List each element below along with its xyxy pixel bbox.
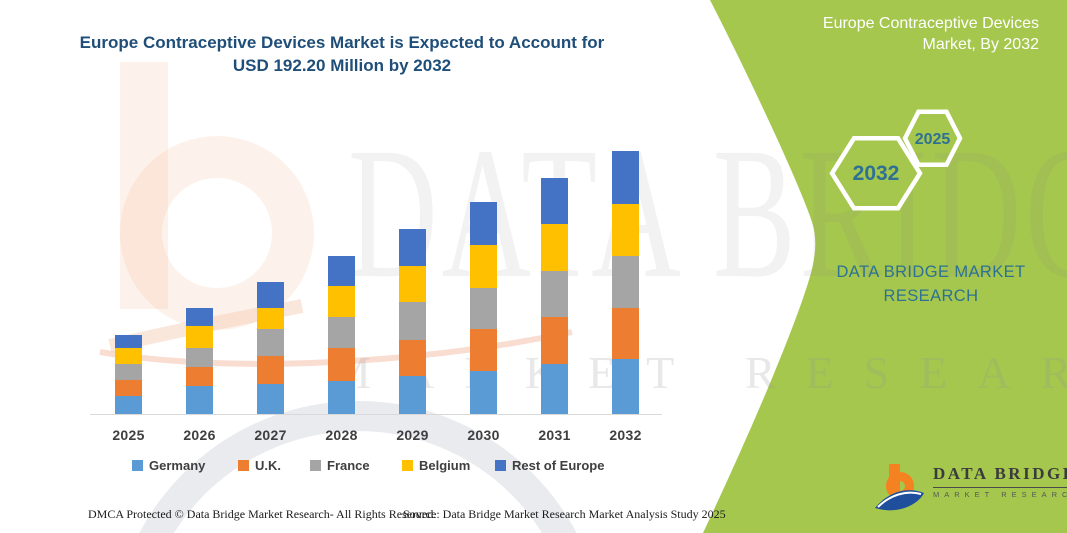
footer-copyright: DMCA Protected © Data Bridge Market Rese… — [88, 507, 437, 521]
bar-segment-france-2029 — [399, 302, 426, 340]
bar-segment-rest-of-europe-2027 — [257, 281, 284, 308]
side-panel-title-line2: Market, By 2032 — [922, 36, 1040, 53]
bar-segment-france-2031 — [541, 271, 568, 318]
side-panel-title-line1: Europe Contraceptive Devices — [822, 15, 1039, 32]
x-axis-label-2027: 2027 — [254, 427, 287, 443]
logo-tagline: MARKET RESEARCH — [933, 490, 1067, 499]
legend-label: Germany — [149, 458, 206, 473]
bar-segment-u-k--2027 — [257, 355, 284, 385]
legend-label: France — [327, 458, 370, 473]
watermark-circle-icon — [139, 401, 577, 533]
watermark-swoosh-icon — [99, 329, 573, 367]
bar-segment-rest-of-europe-2026 — [186, 308, 213, 327]
green-wedge — [703, 0, 1067, 533]
bar-segment-u-k--2030 — [470, 328, 497, 371]
hexagon-2032-badge — [829, 136, 923, 211]
bar-segment-u-k--2032 — [612, 307, 639, 360]
bar-segment-germany-2025 — [115, 396, 142, 414]
bar-segment-germany-2029 — [399, 375, 426, 414]
x-axis-label-2028: 2028 — [325, 427, 358, 443]
bar-segment-rest-of-europe-2029 — [399, 229, 426, 267]
x-axis-label-2029: 2029 — [396, 427, 429, 443]
logo-swoosh — [875, 490, 924, 511]
data-bridge-logo-icon — [875, 464, 924, 511]
data-bridge-logo: DATA BRIDGE MARKET RESEARCH — [874, 464, 1067, 518]
legend-swatch — [238, 460, 249, 471]
legend-label: Belgium — [419, 458, 471, 473]
chart-title: Europe Contraceptive Devices Market is E… — [62, 31, 622, 77]
bar-segment-belgium-2026 — [186, 326, 213, 348]
x-axis-label-2031: 2031 — [538, 427, 571, 443]
bar-segment-belgium-2030 — [470, 244, 497, 288]
bar-segment-u-k--2028 — [328, 347, 355, 382]
bar-segment-u-k--2026 — [186, 366, 213, 386]
hexagon-2025-label: 2025 — [915, 131, 951, 148]
bar-segment-u-k--2025 — [115, 380, 142, 397]
bar-segment-rest-of-europe-2032 — [612, 151, 639, 205]
bar-segment-france-2025 — [115, 364, 142, 381]
x-axis-label-2025: 2025 — [112, 427, 145, 443]
bar-segment-u-k--2029 — [399, 339, 426, 376]
hexagon-2032-label: 2032 — [853, 162, 900, 185]
bar-segment-germany-2031 — [541, 364, 568, 414]
watermark-b-bowl — [120, 136, 314, 330]
watermark-b-stem — [120, 62, 168, 309]
legend-swatch — [402, 460, 413, 471]
logo-swoosh-gap — [877, 491, 922, 508]
legend-label: U.K. — [255, 458, 281, 473]
bar-segment-belgium-2031 — [541, 224, 568, 272]
bar-segment-france-2030 — [470, 287, 497, 329]
legend-swatch — [310, 460, 321, 471]
bar-segment-belgium-2028 — [328, 286, 355, 318]
logo-text-block: DATA BRIDGE MARKET RESEARCH — [933, 464, 1067, 499]
bar-segment-rest-of-europe-2028 — [328, 255, 355, 287]
legend-label: Rest of Europe — [512, 458, 605, 473]
bar-segment-rest-of-europe-2030 — [470, 202, 497, 245]
bar-segment-u-k--2031 — [541, 317, 568, 365]
logo-name: DATA BRIDGE — [933, 464, 1067, 488]
x-axis-label-2026: 2026 — [183, 427, 216, 443]
bar-segment-belgium-2027 — [257, 307, 284, 329]
bar-segment-france-2032 — [612, 255, 639, 308]
legend-swatch — [495, 460, 506, 471]
legend-swatch — [132, 460, 143, 471]
bar-segment-germany-2026 — [186, 385, 213, 414]
year-hexagons: 2025 2032 — [829, 109, 963, 211]
bar-segment-rest-of-europe-2025 — [115, 334, 142, 349]
bar-segment-germany-2027 — [257, 384, 284, 414]
hexagon-2025-badge — [902, 109, 963, 168]
bar-segment-germany-2032 — [612, 359, 639, 414]
brand-text-line1: DATA BRIDGE MARKET — [836, 263, 1026, 281]
footer-source: Source: Data Bridge Market Research Mark… — [403, 507, 726, 521]
side-panel-brand-text: DATA BRIDGE MARKET RESEARCH — [808, 260, 1054, 308]
brand-text-line2: RESEARCH — [883, 287, 979, 305]
bar-segment-belgium-2025 — [115, 348, 142, 365]
bar-segment-belgium-2029 — [399, 266, 426, 303]
chart-title-line2: USD 192.20 Million by 2032 — [232, 56, 452, 75]
bar-segment-france-2026 — [186, 347, 213, 367]
bar-segment-belgium-2032 — [612, 204, 639, 256]
bar-segment-france-2027 — [257, 328, 284, 356]
x-axis-label-2032: 2032 — [609, 427, 642, 443]
bar-segment-rest-of-europe-2031 — [541, 177, 568, 225]
x-axis-label-2030: 2030 — [467, 427, 500, 443]
bar-segment-germany-2028 — [328, 381, 355, 414]
bar-segment-france-2028 — [328, 317, 355, 348]
side-panel-title: Europe Contraceptive Devices Market, By … — [779, 13, 1039, 55]
bar-segment-germany-2030 — [470, 370, 497, 414]
x-axis-line — [90, 414, 662, 415]
chart-title-line1: Europe Contraceptive Devices Market is E… — [79, 33, 605, 52]
